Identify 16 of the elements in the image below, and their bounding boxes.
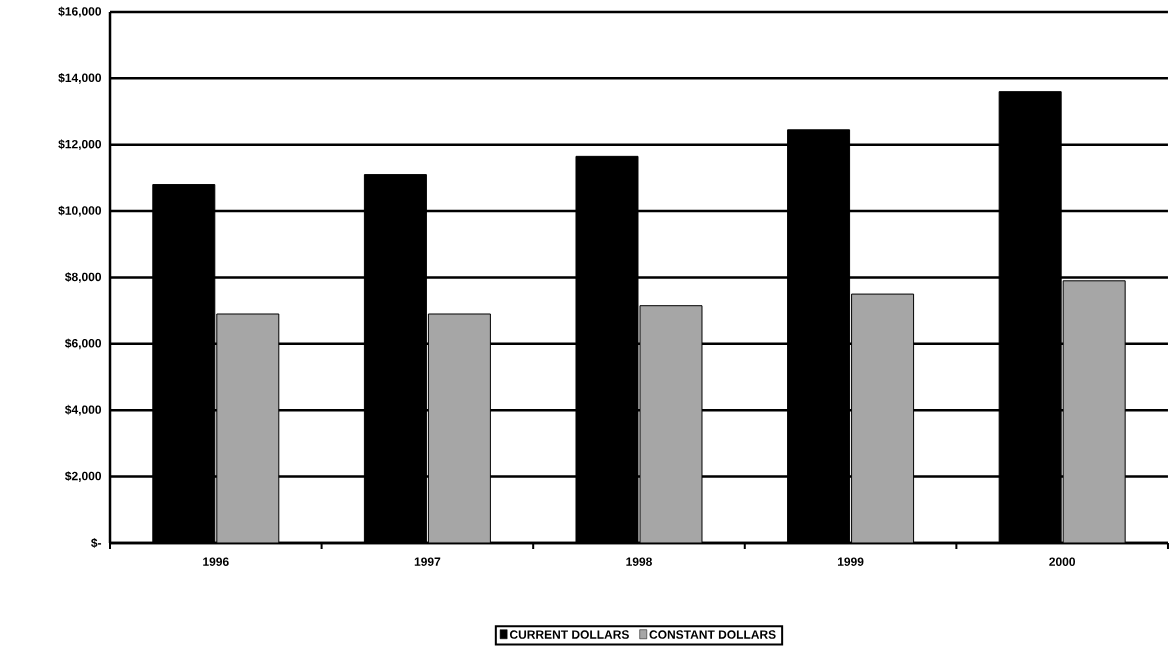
legend-label: CURRENT DOLLARS	[509, 630, 629, 639]
legend-label: CONSTANT DOLLARS	[649, 630, 776, 639]
x-tick-label: 1998	[626, 557, 652, 566]
x-tick-label: 1996	[203, 557, 229, 566]
y-tick-label: $6,000	[65, 338, 102, 350]
y-tick-label: $16,000	[58, 6, 102, 18]
y-tick-label: $8,000	[65, 272, 102, 283]
y-tick-label: $10,000	[58, 205, 102, 217]
x-tick-label: 1999	[837, 557, 864, 566]
y-tick-label: $-	[91, 538, 102, 548]
y-tick-label: $12,000	[58, 139, 102, 151]
x-tick-label: 2000	[1049, 557, 1076, 566]
x-tick-label: 1997	[414, 557, 441, 566]
y-tick-label: $4,000	[65, 404, 102, 416]
y-tick-label: $2,000	[65, 471, 102, 482]
y-tick-label: $14,000	[58, 72, 102, 84]
